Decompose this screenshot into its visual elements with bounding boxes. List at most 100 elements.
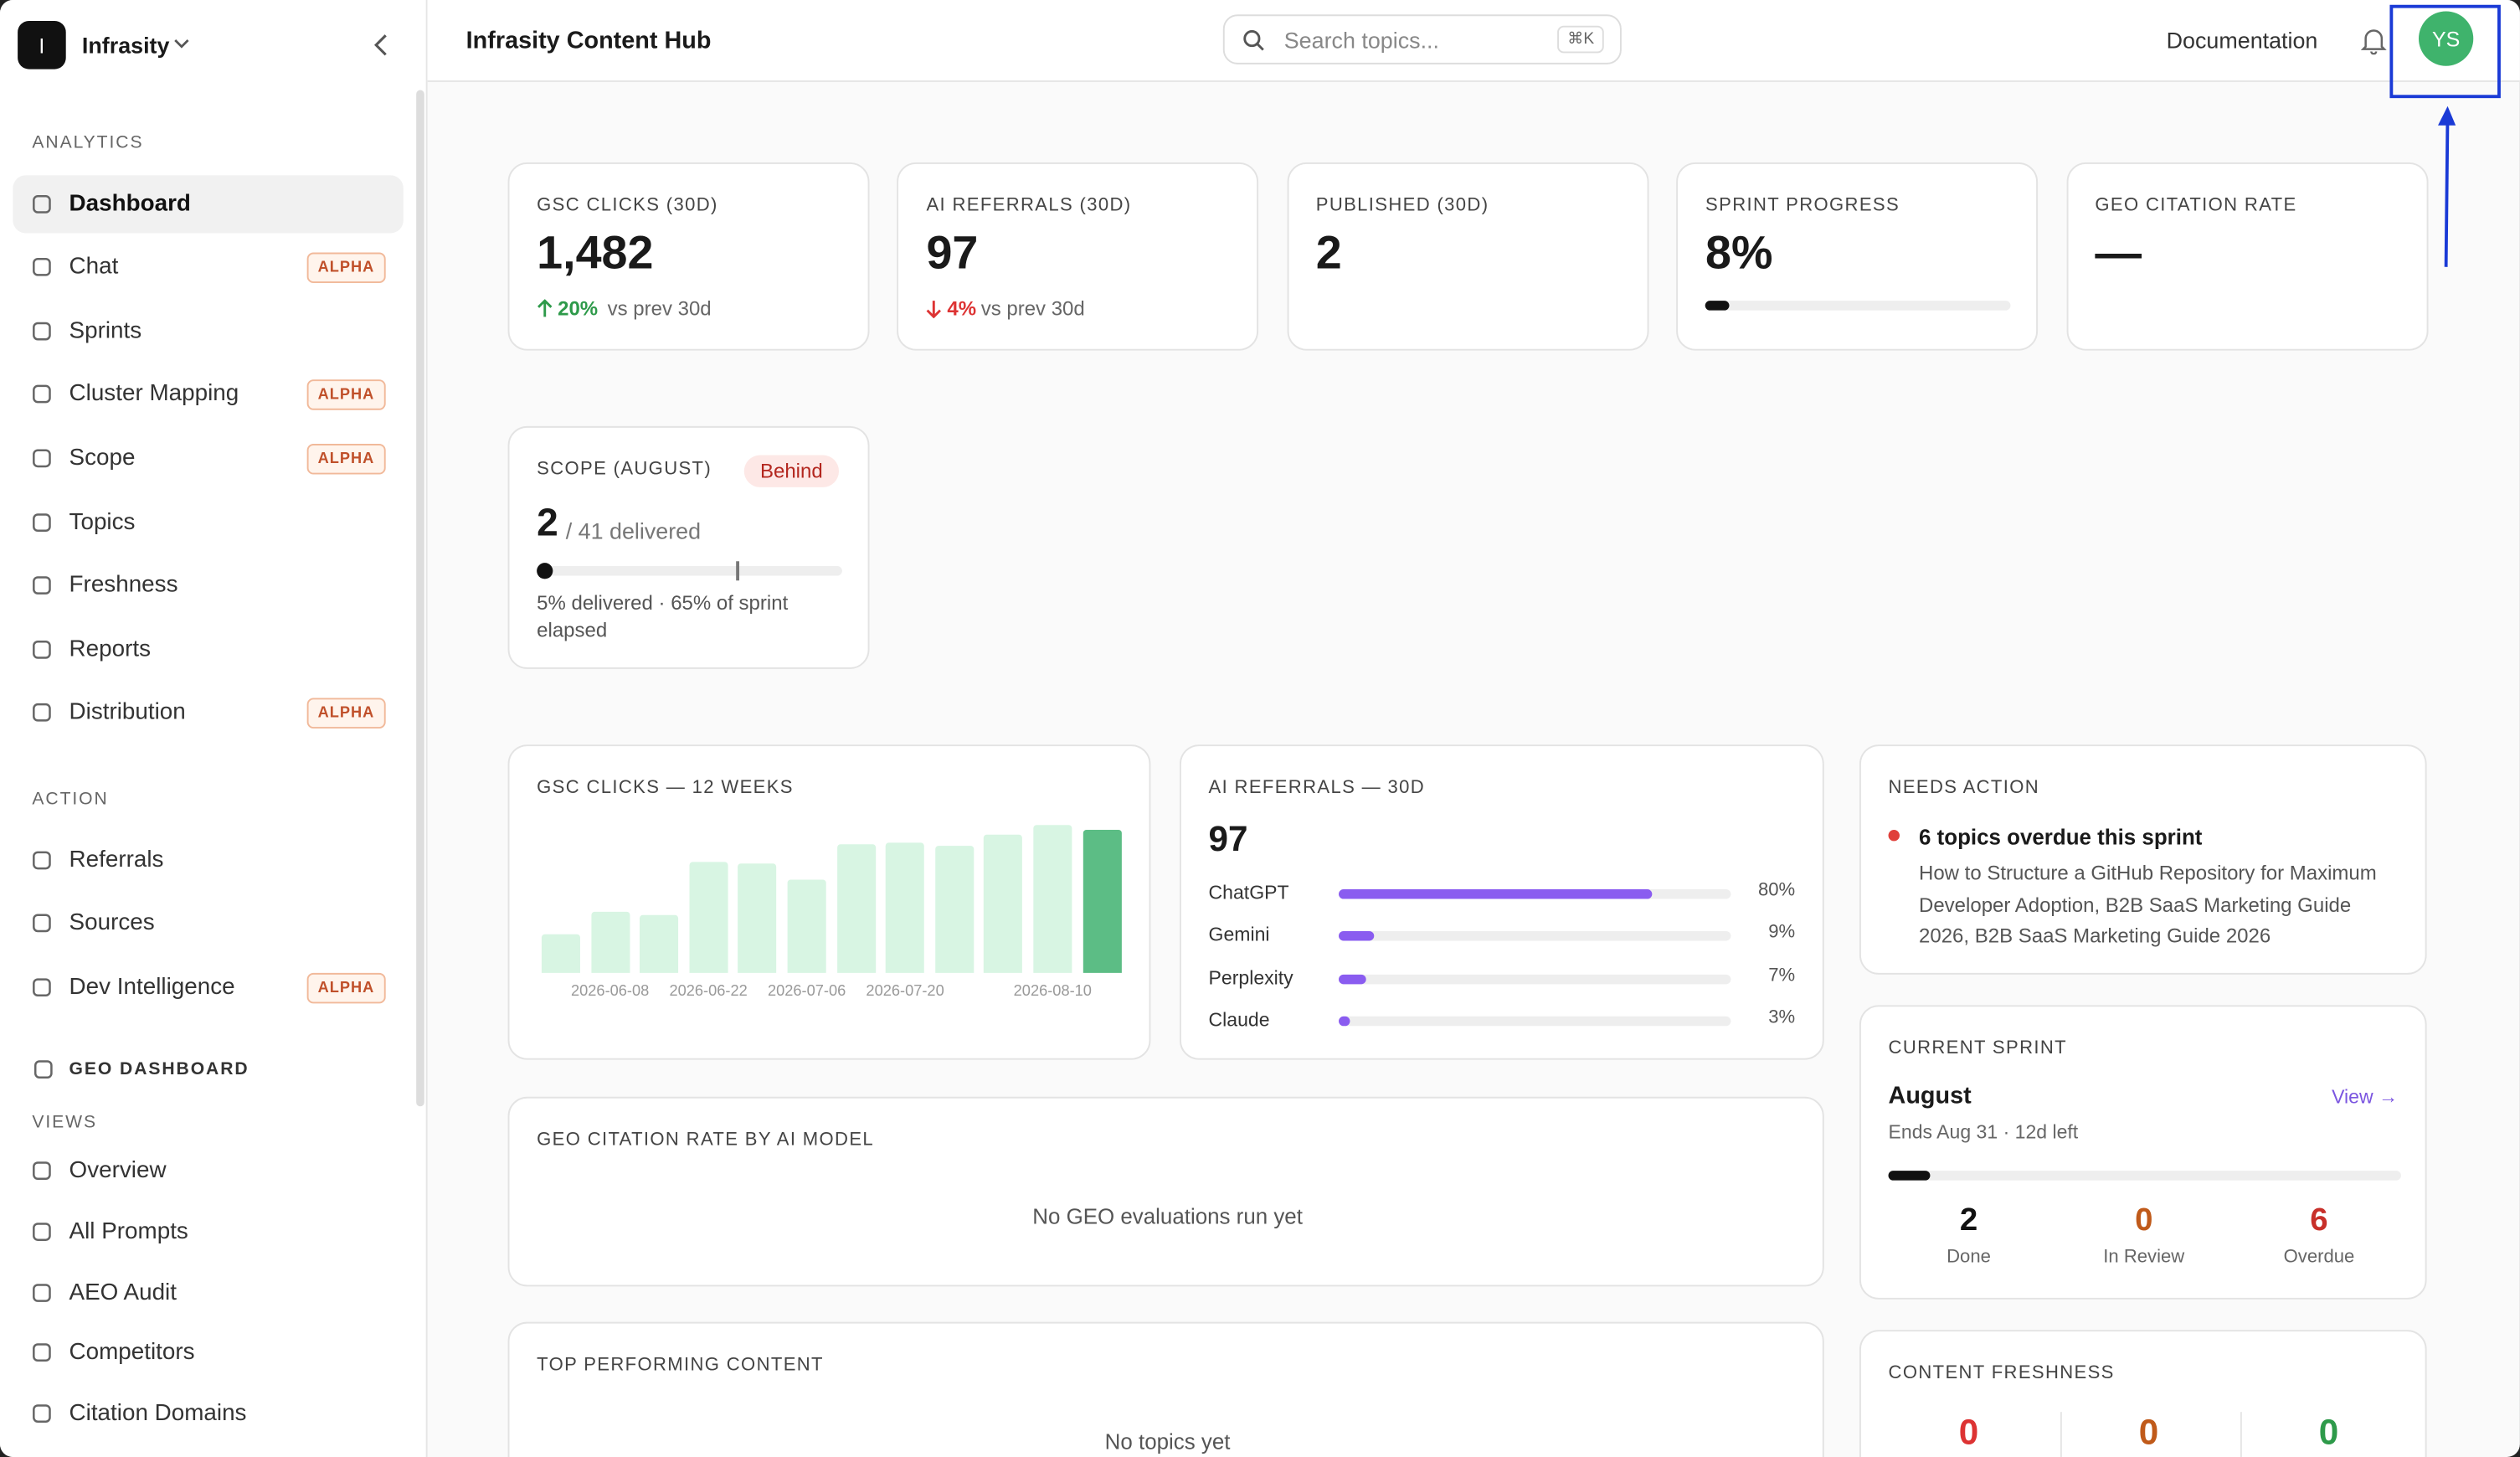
section-title: GEO DASHBOARD [69,1059,249,1079]
nav-icon [33,195,51,214]
divider [2060,1412,2062,1457]
nav-icon [33,914,51,933]
card-label: AI REFERRALS (30D) [926,196,1132,216]
nav-item[interactable]: Competitors [13,1324,403,1382]
bar [934,846,974,973]
nav-item[interactable]: AEO Audit [13,1264,403,1322]
change-value: 4% [947,297,977,321]
nav-item[interactable]: Referrals [13,831,403,889]
top-content-card: TOP PERFORMING CONTENT No topics yet [507,1321,1824,1457]
nav-item[interactable]: Dashboard [13,175,404,234]
alpha-badge: ALPHA [306,698,386,728]
nav-label: Scope [69,445,136,471]
referrals-total: 97 [1208,818,1248,859]
card-label: TOP PERFORMING CONTENT [537,1355,824,1376]
header-title: Infrasity Content Hub [465,27,712,55]
nav-icon [33,384,51,404]
stat-value: 1,482 [537,228,654,281]
nav-icon [33,1161,51,1180]
nav-icon [33,322,51,341]
nav-icon [33,641,51,659]
nav-item[interactable]: All Prompts [13,1203,403,1261]
freshness-value: 0 [1958,1412,1979,1453]
nav-item[interactable]: Scope ALPHA [13,430,403,487]
change-value: 20% [558,297,599,321]
nav-item[interactable]: Cluster Mapping ALPHA [13,365,403,423]
nav-icon [33,257,51,276]
alpha-badge: ALPHA [306,972,386,1004]
highlight-box [2389,4,2501,99]
nav-item[interactable]: Distribution ALPHA [13,683,403,741]
nav-label: Topics [69,509,136,536]
nav-item[interactable]: Sprints [13,302,403,360]
nav-item[interactable]: Dev Intelligence ALPHA [13,959,403,1017]
workspace-logo: I [18,20,66,70]
action-detail: How to Structure a GitHub Repository for… [1919,862,2377,948]
stat-value: — [2095,228,2142,281]
alert-dot [1888,829,1900,842]
nav-label: Referrals [69,847,164,873]
collapse-button[interactable] [370,32,393,58]
bar [640,914,679,973]
nav-item[interactable]: Overview [13,1142,403,1200]
elapsed-marker [735,561,739,581]
workspace-name[interactable]: Infrasity [81,32,170,59]
user-avatar[interactable]: YS [2418,11,2474,66]
model-name: Gemini [1208,923,1270,946]
nav-label: Reports [69,636,152,663]
section-title: ACTION [32,789,109,810]
scrollbar [416,90,424,1107]
card-label: NEEDS ACTION [1888,778,2040,798]
card-label: GEO CITATION RATE BY AI MODEL [537,1130,875,1151]
search-icon [1243,30,1264,51]
nav-item[interactable]: Topics [13,494,403,552]
change-note: vs prev 30d [607,297,712,321]
documentation-link[interactable]: Documentation [2166,27,2318,54]
notifications-button[interactable] [2360,26,2387,55]
bar [1083,829,1122,973]
stat-card: PUBLISHED (30D) 2 [1287,162,1649,351]
card-label: GEO CITATION RATE [2095,196,2297,216]
nav-icon [33,513,51,533]
card-label: AI REFERRALS — 30D [1208,778,1426,798]
nav-item[interactable]: Sources [13,894,403,952]
progress-track [537,561,842,581]
freshness-value: 0 [2138,1412,2159,1453]
x-tick-label: 2026-07-06 [767,982,846,1001]
view-link[interactable]: View → [2332,1085,2399,1109]
divider [2240,1412,2242,1457]
model-name: ChatGPT [1208,881,1289,904]
progress-fill [1888,1171,1930,1181]
ai-referrals-card: AI REFERRALS — 30D 97 ChatGPT 80% Gemini 9% Pe… [1179,744,1824,1060]
nav-item[interactable]: Chat ALPHA [13,238,403,296]
sprint-stat-value: 2 [1959,1202,1978,1238]
nav-label: All Prompts [69,1218,188,1245]
nav-label: Distribution [69,699,186,726]
dropdown-icon[interactable] [173,37,189,49]
bar-fill [1339,931,1375,942]
bar [787,879,826,973]
nav-item[interactable]: Citation Domains [13,1385,403,1443]
bar [590,911,630,973]
bar-value: 9% [1768,923,1796,943]
bar [738,863,777,973]
nav-item[interactable]: Reports [13,620,403,678]
shortcut-hint: ⌘K [1557,25,1604,54]
nav-item[interactable]: Freshness [13,556,403,614]
nav-label: Overview [69,1157,167,1184]
progress-fill [1705,301,1731,311]
sprint-stat-label: Overdue [2283,1248,2355,1268]
bar-track [1339,889,1731,899]
x-tick-label: 2026-07-20 [866,982,944,1001]
sprint-stat-label: In Review [2103,1248,2185,1268]
alpha-badge: ALPHA [306,252,386,284]
search-box[interactable]: Search topics... ⌘K [1222,14,1622,64]
progress-track [1705,301,2011,311]
header: Infrasity Content Hub Search topics... ⌘… [427,0,2520,82]
change-arrow [537,299,553,317]
needs-action-card: NEEDS ACTION 6 topics overdue this sprint… [1859,744,2427,975]
sprint-note: Ends Aug 31 · 12d left [1888,1120,2079,1144]
nav-label: Chat [69,254,119,281]
sprint-stat-value: 6 [2310,1202,2328,1238]
